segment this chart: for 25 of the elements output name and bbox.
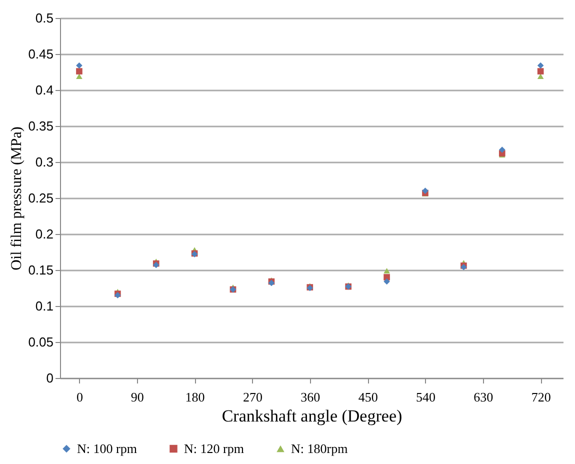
y-tick-label: 0.4 bbox=[35, 82, 54, 98]
x-tick-label: 270 bbox=[242, 390, 262, 404]
legend-label: N: 120 rpm bbox=[184, 440, 244, 456]
x-tick-label: 630 bbox=[474, 390, 494, 404]
y-tick-label: 0.35 bbox=[28, 118, 54, 134]
x-tick-label: 360 bbox=[300, 390, 320, 404]
legend-label: N: 180rpm bbox=[291, 440, 348, 456]
x-tick-label: 540 bbox=[416, 390, 436, 404]
y-tick-label: 0.3 bbox=[35, 154, 54, 170]
x-axis-title: Crankshaft angle (Degree) bbox=[222, 406, 402, 426]
x-tick-label: 90 bbox=[130, 390, 144, 404]
x-tick-label: 0 bbox=[76, 390, 83, 404]
legend-label: N: 100 rpm bbox=[77, 440, 137, 456]
y-tick-label: 0.2 bbox=[35, 226, 54, 242]
x-tick-label: 450 bbox=[358, 390, 378, 404]
x-tick-label: 180 bbox=[185, 390, 205, 404]
y-tick-label: 0.05 bbox=[28, 334, 54, 350]
y-tick-label: 0.1 bbox=[35, 298, 54, 314]
y-tick-label: 0.5 bbox=[35, 10, 54, 26]
y-tick-label: 0 bbox=[46, 370, 54, 386]
y-axis-title: Oil film pressure (MPa) bbox=[9, 126, 26, 270]
y-tick-label: 0.25 bbox=[28, 190, 54, 206]
y-tick-label: 0.45 bbox=[28, 46, 54, 62]
y-tick-label: 0.15 bbox=[28, 262, 54, 278]
x-tick-label: 720 bbox=[531, 390, 551, 404]
